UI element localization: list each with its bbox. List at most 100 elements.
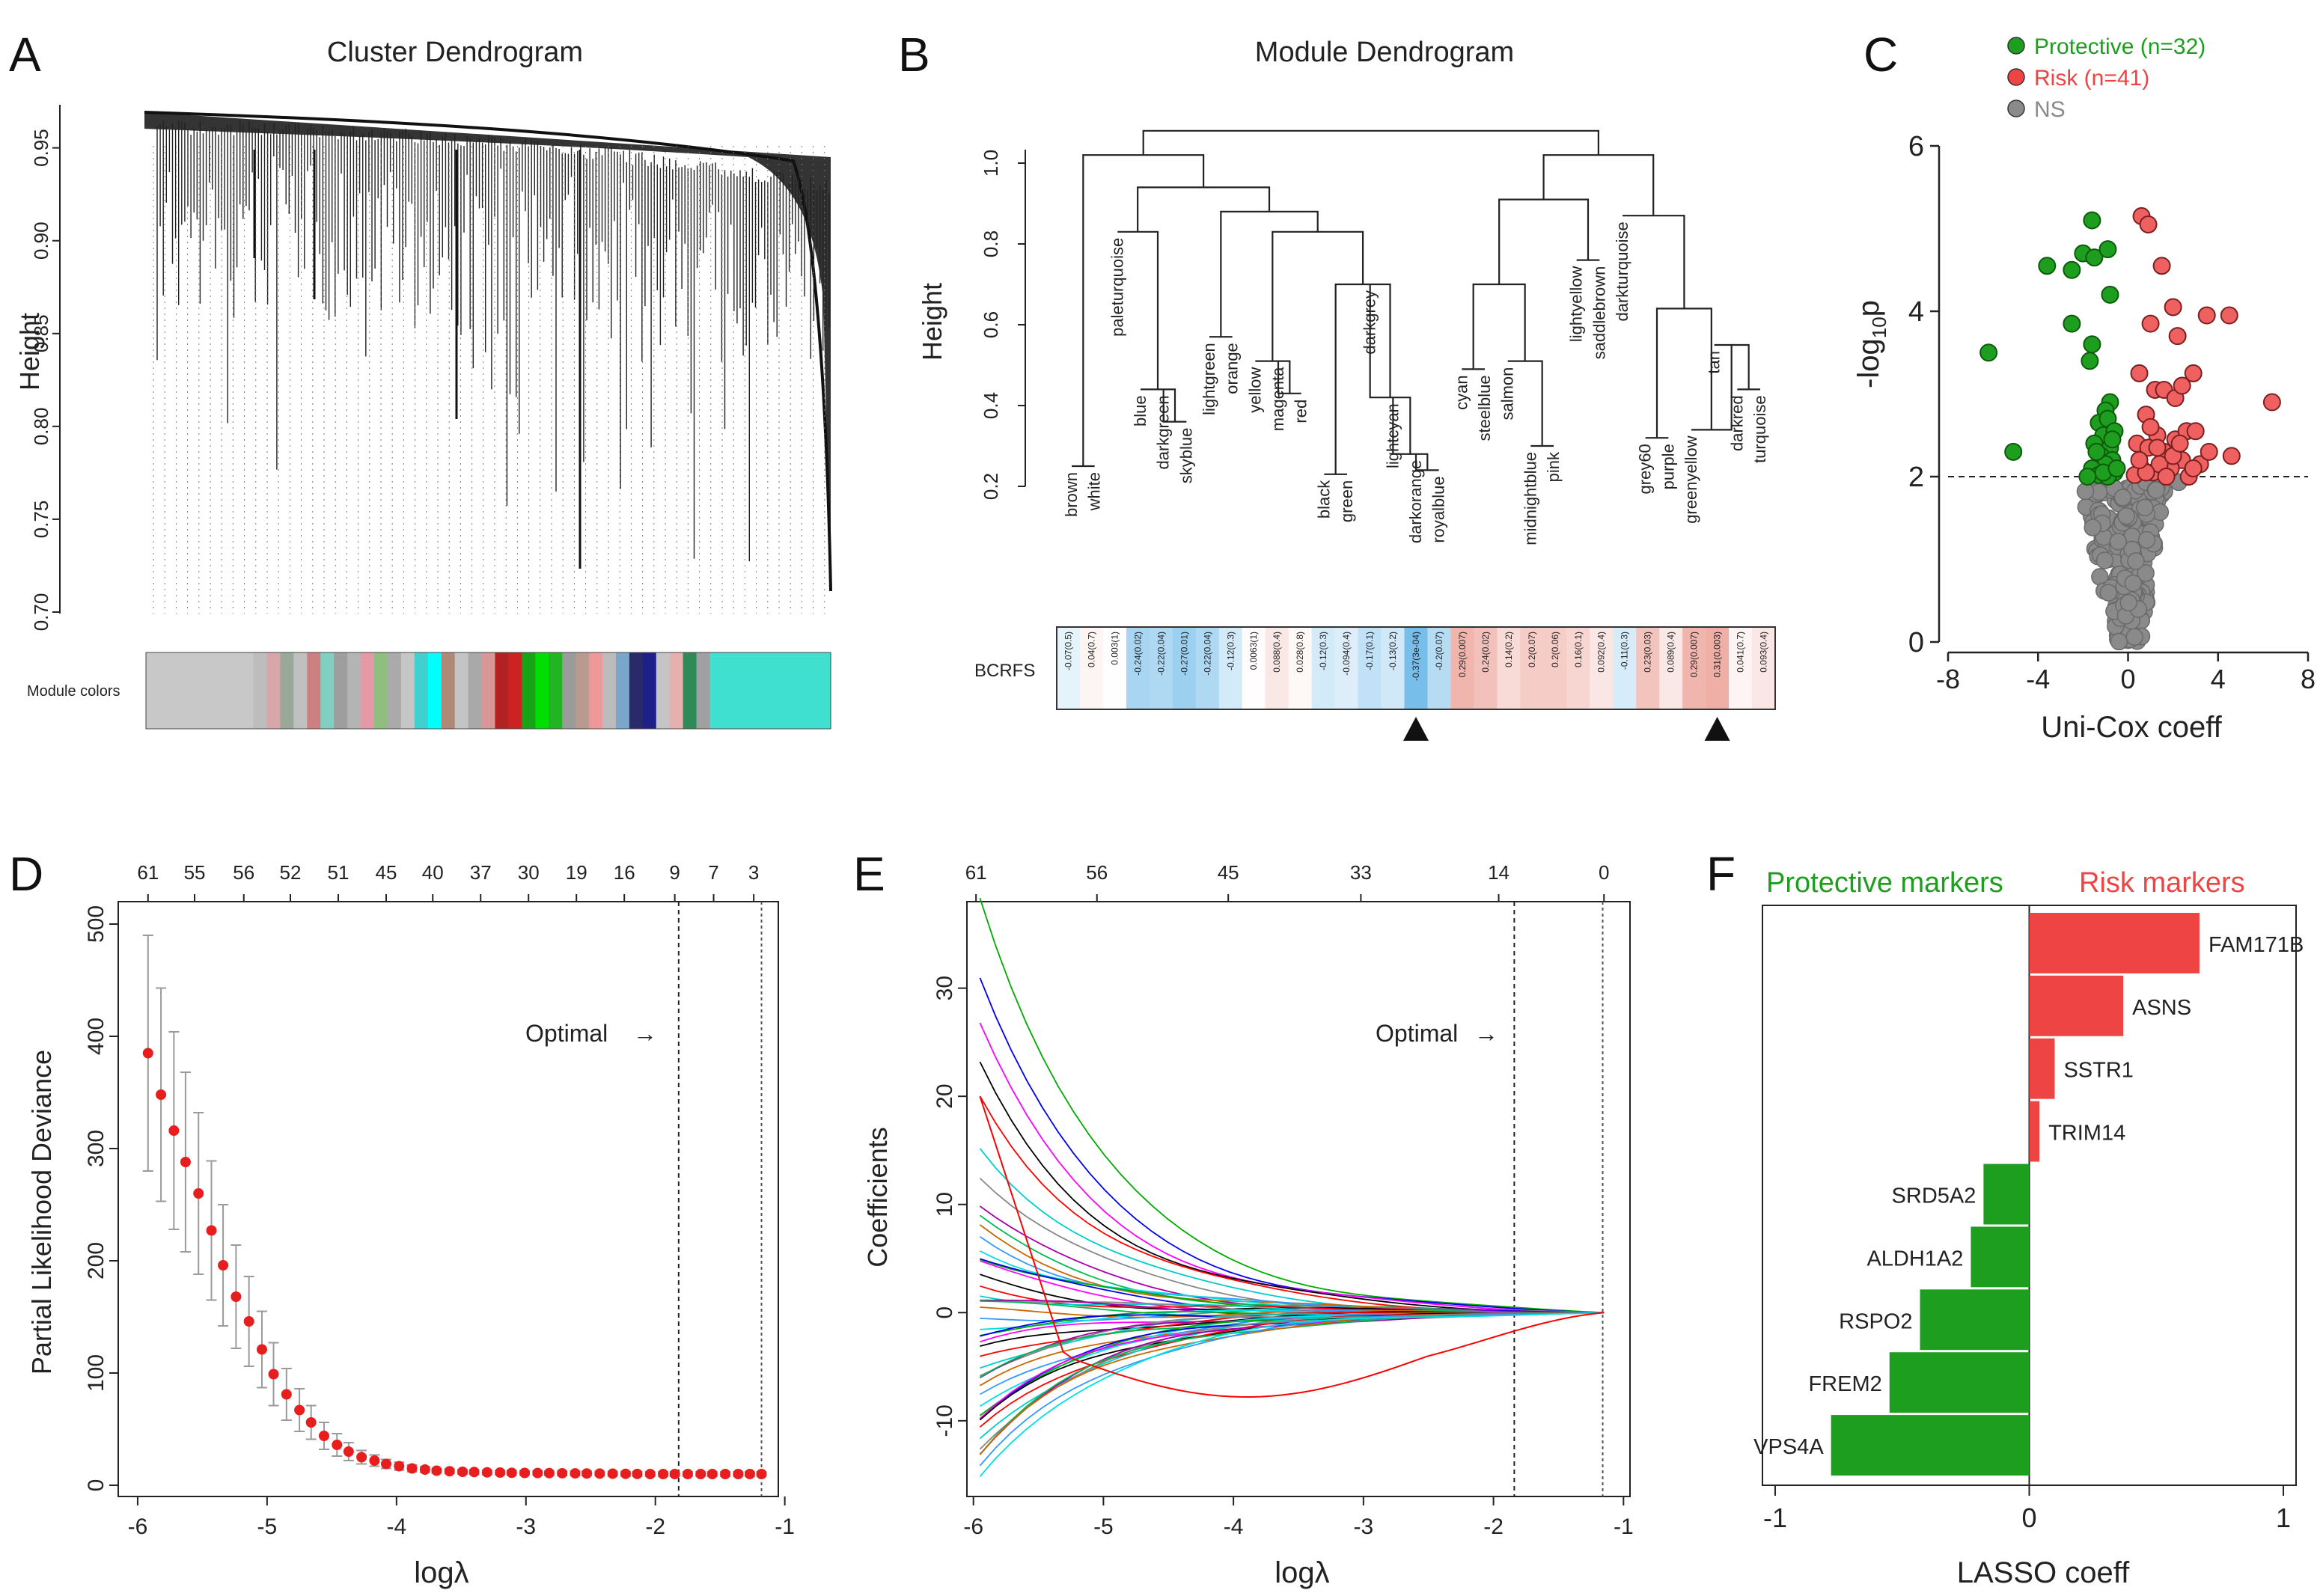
panel-f-bar <box>1831 1415 2030 1476</box>
panel-b-bcrfs-value: 0.24(0.02) <box>1480 632 1491 673</box>
panel-a-ytick-label: 0.75 <box>30 501 52 539</box>
panel-b-leaf-label: darkgrey <box>1361 290 1379 355</box>
panel-b-bcrfs-value: -0.12(0.3) <box>1225 632 1236 670</box>
panel-e-coef-path <box>979 1312 1605 1450</box>
panel-d-deviance-point <box>193 1188 204 1199</box>
panel-b-bcrfs-value: 0.04(0.7) <box>1086 632 1096 667</box>
panel-d-deviance-point <box>468 1467 480 1478</box>
panel-d-deviance-point <box>669 1469 680 1479</box>
panel-f-bar <box>2029 1101 2040 1162</box>
panel-d-deviance-point <box>744 1469 755 1479</box>
panel-d-ylabel: Partial Likelihood Deviance <box>26 1050 57 1375</box>
panel-e-optimal-label: Optimal <box>1376 1020 1458 1047</box>
panel-c-protective-point <box>2004 442 2023 461</box>
panel-b-ytick-label: 0.4 <box>980 392 1002 419</box>
panel-d-top-label: 16 <box>614 861 635 884</box>
panel-letter-b: B <box>898 28 930 82</box>
panel-d-deviance-point <box>206 1225 217 1236</box>
panel-f-risk-title: Risk markers <box>2079 867 2245 899</box>
panel-a-module-color-segment <box>696 652 711 729</box>
panel-c-protective-point <box>2103 430 2122 449</box>
panel-d-deviance-point <box>156 1089 167 1100</box>
panel-d-optimal-label: Optimal <box>525 1020 608 1047</box>
panel-d-deviance-point <box>444 1466 455 1477</box>
panel-c-protective-point <box>2081 352 2099 370</box>
panel-b-bcrfs-value: 0.29(0.007) <box>1689 632 1700 677</box>
panel-d-top-label: 7 <box>708 861 718 884</box>
panel-d-top-label: 37 <box>470 861 492 884</box>
panel-d-deviance-point <box>756 1469 767 1479</box>
panel-b-leaf-label: blue <box>1131 395 1150 426</box>
panel-c-legend-marker <box>2007 37 2025 55</box>
panel-b-bcrfs-value: -0.24(0.02) <box>1132 632 1143 676</box>
panel-d-deviance-point <box>343 1446 354 1457</box>
panel-f-bar-label: RSPO2 <box>1839 1309 1912 1333</box>
panel-d-deviance-point <box>180 1157 191 1167</box>
panel-b-dendrogram-link <box>1141 388 1176 422</box>
panel-d-deviance-point <box>733 1469 744 1479</box>
panel-e-top-label: 56 <box>1086 861 1108 884</box>
panel-a-module-color-segment <box>589 652 603 729</box>
panel-c-risk-point <box>2184 364 2203 382</box>
panel-a-module-color-segment <box>669 652 684 729</box>
panel-e-coef-path <box>979 1061 1605 1314</box>
panel-c-ns-point <box>2110 632 2128 651</box>
panel-f-bar <box>1889 1352 2030 1413</box>
panel-b-dendrogram-link <box>1623 215 1685 309</box>
panel-b-leaf-label: purple <box>1658 444 1677 489</box>
panel-b-dendrogram-link <box>1255 360 1291 394</box>
panel-b-bcrfs-cell <box>1590 627 1614 709</box>
panel-a-module-color-segment <box>146 652 254 729</box>
panel-b-module-dendrogram: Module Dendrogram Height 1.0 0.8 0.6 0.4 0.2… <box>917 37 1776 741</box>
panel-c-xtick-label: 4 <box>2211 664 2226 694</box>
panel-b-bcrfs-cell <box>1520 627 1544 709</box>
panel-b-dendrogram-link <box>1472 283 1526 370</box>
panel-b-bcrfs-value: 0.0063(1) <box>1248 632 1259 670</box>
panel-d-deviance-point <box>720 1469 731 1479</box>
panel-d-deviance-point <box>332 1440 343 1450</box>
panel-a-ytick-label: 0.80 <box>30 408 52 446</box>
panel-e-coef-path-red <box>979 1095 1605 1398</box>
panel-letter-e: E <box>853 847 885 901</box>
panel-c-legend-label: NS <box>2034 97 2066 122</box>
panel-b-bcrfs-cell <box>1149 627 1173 709</box>
panel-d-ytick-label: 400 <box>84 1018 109 1055</box>
panel-a-module-color-segment <box>629 652 644 729</box>
panel-c-risk-point <box>2220 306 2238 325</box>
panel-b-bcrfs-cell <box>1334 627 1359 709</box>
panel-c-xtick-label: 0 <box>2120 664 2135 694</box>
panel-d-top-label: 51 <box>328 861 349 884</box>
panel-b-bcrfs-cell <box>1682 627 1706 709</box>
panel-b-bcrfs-cell <box>1706 627 1730 709</box>
panel-b-bcrfs-cell <box>1172 627 1197 709</box>
panel-d-deviance-point <box>394 1461 405 1472</box>
panel-a-module-color-segment <box>576 652 590 729</box>
panel-b-bcrfs-value: -0.17(0.1) <box>1364 632 1375 670</box>
panel-c-ytick-label: 6 <box>1908 131 1924 162</box>
panel-c-ns-point <box>2095 551 2114 569</box>
panel-c-risk-point <box>2200 442 2218 461</box>
panel-d-deviance-point <box>142 1048 153 1059</box>
panel-b-dendrogram-link <box>1162 389 1187 423</box>
panel-a-dendrogram-mass <box>144 112 831 591</box>
panel-c-protective-point <box>2063 314 2081 333</box>
panel-d-deviance-point <box>495 1467 506 1479</box>
panel-f-bar <box>1971 1226 2030 1288</box>
panel-b-bcrfs-cell <box>1102 627 1127 709</box>
panel-b-bcrfs-value: -0.13(0.2) <box>1388 632 1398 670</box>
panel-d-deviance-point <box>318 1431 329 1441</box>
panel-d-deviance-point <box>581 1468 593 1479</box>
panel-d-deviance-point <box>607 1468 618 1479</box>
panel-b-bcrfs-value: 0.088(0.4) <box>1272 632 1282 673</box>
panel-d-xtick-label: -4 <box>386 1514 406 1539</box>
panel-c-ns-point <box>2125 628 2143 646</box>
panel-d-deviance-point <box>406 1463 418 1474</box>
panel-c-ns-point <box>2136 498 2154 517</box>
panel-d-deviance-point <box>543 1467 555 1479</box>
panel-e-coefficient-paths: Coefficients -10 0 10 20 30 -6 -5 -4 -3 -2 -1 61 56 4… <box>862 861 1634 1589</box>
panel-f-xlabel: LASSO coeff <box>1957 1556 2130 1589</box>
panel-b-bcrfs-cell <box>1566 627 1590 709</box>
panel-b-bcrfs-cell <box>1195 627 1220 709</box>
panel-a-module-color-segment <box>549 652 563 729</box>
panel-d-deviance-point <box>431 1465 442 1476</box>
